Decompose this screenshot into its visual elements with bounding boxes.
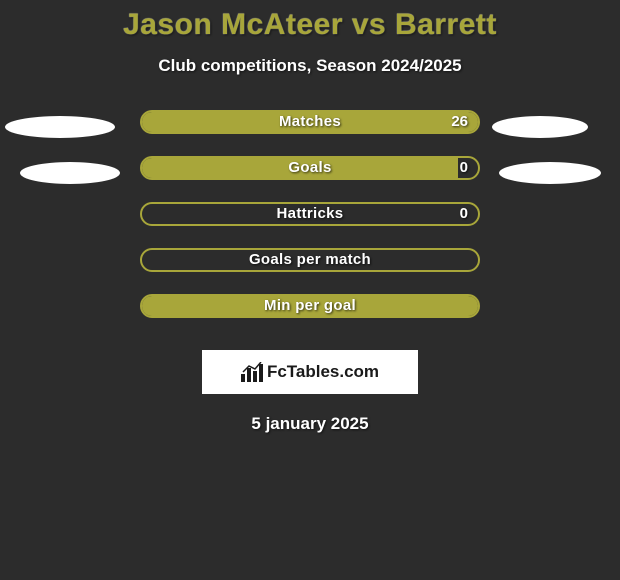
stat-value: 0 <box>460 205 468 222</box>
stat-rows: Matches26Goals0Hattricks0Goals per match… <box>0 110 620 340</box>
stat-row: Goals0 <box>0 156 620 202</box>
bars-icon <box>241 362 263 382</box>
stat-row: Hattricks0 <box>0 202 620 248</box>
stat-row: Matches26 <box>0 110 620 156</box>
stat-value: 26 <box>451 113 468 130</box>
stat-label: Matches <box>142 113 478 130</box>
stat-label: Hattricks <box>142 205 478 222</box>
stat-bar: Matches26 <box>140 110 480 134</box>
stat-label: Goals <box>142 159 478 176</box>
stat-value: 0 <box>460 159 468 176</box>
stat-label: Goals per match <box>142 251 478 268</box>
right-ellipse <box>492 116 588 138</box>
comparison-infographic: Jason McAteer vs Barrett Club competitio… <box>0 0 620 434</box>
stat-bar: Hattricks0 <box>140 202 480 226</box>
stat-bar: Min per goal <box>140 294 480 318</box>
right-ellipse <box>499 162 601 184</box>
left-ellipse <box>20 162 120 184</box>
stat-label: Min per goal <box>142 297 478 314</box>
brand-text: FcTables.com <box>267 362 379 382</box>
stat-row: Goals per match <box>0 248 620 294</box>
date-text: 5 january 2025 <box>0 414 620 434</box>
subtitle: Club competitions, Season 2024/2025 <box>0 56 620 76</box>
stat-bar: Goals0 <box>140 156 480 180</box>
page-title: Jason McAteer vs Barrett <box>0 8 620 42</box>
left-ellipse <box>5 116 115 138</box>
stat-row: Min per goal <box>0 294 620 340</box>
brand-badge: FcTables.com <box>202 350 418 394</box>
stat-bar: Goals per match <box>140 248 480 272</box>
